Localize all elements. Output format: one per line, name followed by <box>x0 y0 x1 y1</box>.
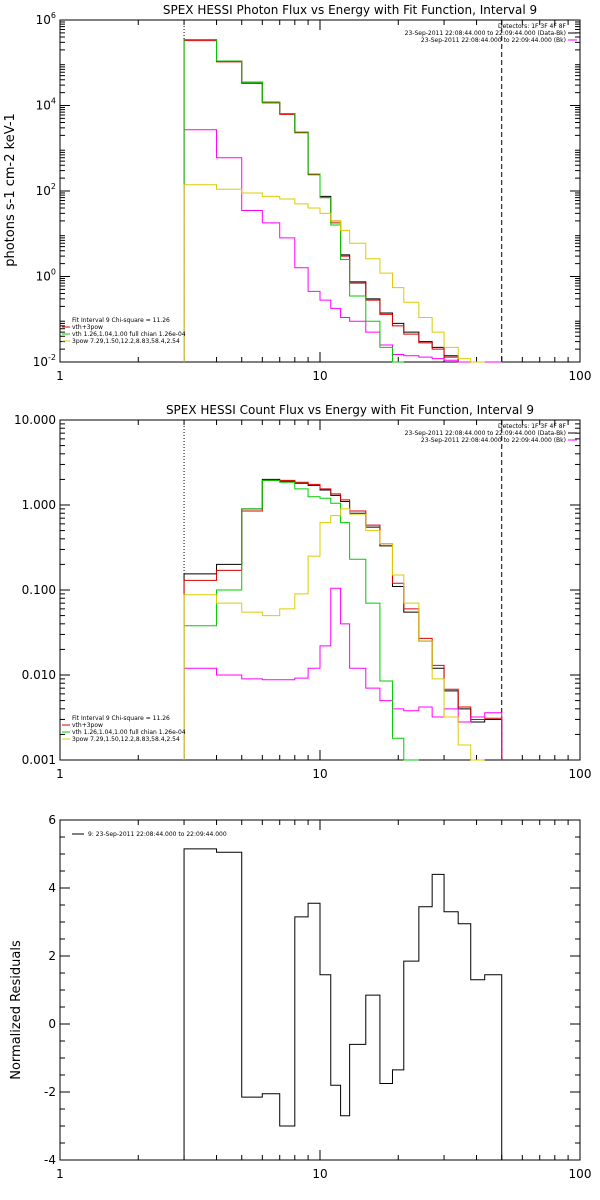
x-tick-label: 100 <box>569 1167 592 1181</box>
panel-2-marks: 1 10 100 0.001 0.010 0.100 1.000 10.000 <box>14 413 591 781</box>
series-4-step-line <box>183 184 485 363</box>
y-tick-label: -4 <box>44 1153 56 1167</box>
legend-bl-text: 3pow 7.29,1.50,12.2,8.83,58.4,2.54 <box>72 736 180 743</box>
legend-bl-text: Fit Interval 9 Chi-square = 11.26 <box>72 317 170 324</box>
y-tick-label: 4 <box>48 881 56 895</box>
series-0-step-line <box>183 848 503 1160</box>
y-tick-label: 10.000 <box>14 413 56 427</box>
y-tick-label: 102 <box>36 182 56 198</box>
y-tick-label: 1.000 <box>22 498 56 512</box>
x-tick-label: 1 <box>56 767 64 781</box>
x-tick-label: 1 <box>56 369 64 383</box>
series-0-step-line <box>183 38 459 362</box>
legend-bl-text: 3pow 7.29,1.50,12.2,8.83,58.4,2.54 <box>72 338 180 345</box>
x-tick-label: 100 <box>569 369 592 383</box>
y-tick-label: 2 <box>48 949 56 963</box>
series-2-step-line <box>183 129 502 363</box>
x-tick-label: 10 <box>312 369 327 383</box>
panel-1-marks: 1 10 100 10-2 100 102 104 106 <box>33 11 592 383</box>
x-tick-label: 10 <box>312 767 327 781</box>
y-tick-label: 104 <box>36 97 56 113</box>
series-3-step-line <box>183 479 419 761</box>
panel-3-legend: 9: 23-Sep-2011 22:08:44.000 to 22:09:44.… <box>72 831 227 838</box>
y-tick-label: -2 <box>44 1085 56 1099</box>
legend-tr-text: 23-Sep-2011 22:08:44.000 to 22:09:44.000… <box>405 430 566 437</box>
panel-3-ylabel: Normalized Residuals <box>9 940 24 1080</box>
series-2-step-line <box>183 587 503 760</box>
photon-flux-panel: SPEX HESSI Photon Flux vs Energy with Fi… <box>3 3 591 383</box>
series-1-step-line <box>183 40 459 362</box>
legend-tr-text: 23-Sep-2011 22:08:44.000 to 22:09:44.000… <box>421 437 566 444</box>
legend-tr-text: Detectors: 1F 3F 4F 8F <box>498 423 567 430</box>
legend-bl-text: vth+3pow <box>72 722 103 729</box>
legend-bl-text: vth+3pow <box>72 324 103 331</box>
legend-bl-text: Fit Interval 9 Chi-square = 11.26 <box>72 715 170 722</box>
x-tick-label: 1 <box>56 1167 64 1181</box>
legend-tr-text: 23-Sep-2011 22:08:44.000 to 22:09:44.000… <box>405 30 566 37</box>
panel-1-title: SPEX HESSI Photon Flux vs Energy with Fi… <box>163 3 537 17</box>
panel-2-title: SPEX HESSI Count Flux vs Energy with Fit… <box>166 403 534 417</box>
y-tick-label: 6 <box>48 813 56 827</box>
residuals-panel: Normalized Residuals 1 10 100 -4 -2 0 2 4 6 9: 2… <box>9 813 591 1181</box>
y-tick-label: 0.010 <box>22 668 56 682</box>
panel-1-ylabel: photons s-1 cm-2 keV-1 <box>3 113 18 267</box>
legend-bl-text: vth 1.26,1.04,1.00 full chian 1.26e-04 <box>72 729 186 736</box>
y-tick-label: 100 <box>36 268 56 284</box>
x-tick-label: 100 <box>569 767 592 781</box>
y-tick-label: 0.100 <box>22 583 56 597</box>
legend-bl-text: vth 1.26,1.04,1.00 full chian 1.26e-04 <box>72 331 186 338</box>
y-tick-label: 0 <box>48 1017 56 1031</box>
panel-3-marks: 1 10 100 -4 -2 0 2 4 6 <box>44 813 591 1181</box>
series-0-step-line <box>183 478 503 760</box>
y-tick-label: 106 <box>36 11 56 27</box>
series-3-step-line <box>183 38 404 363</box>
y-tick-label: 0.001 <box>22 753 56 767</box>
count-flux-panel: SPEX HESSI Count Flux vs Energy with Fit… <box>14 403 591 781</box>
legend-tr-text: Detectors: 1F 3F 4F 8F <box>498 23 567 30</box>
x-tick-label: 10 <box>312 1167 327 1181</box>
y-tick-label: 10-2 <box>33 353 56 369</box>
legend-tr-text: 23-Sep-2011 22:08:44.000 to 22:09:44.000… <box>421 37 566 44</box>
legend-tl-text: 9: 23-Sep-2011 22:08:44.000 to 22:09:44.… <box>88 831 227 838</box>
series-4-step-line <box>183 508 485 761</box>
